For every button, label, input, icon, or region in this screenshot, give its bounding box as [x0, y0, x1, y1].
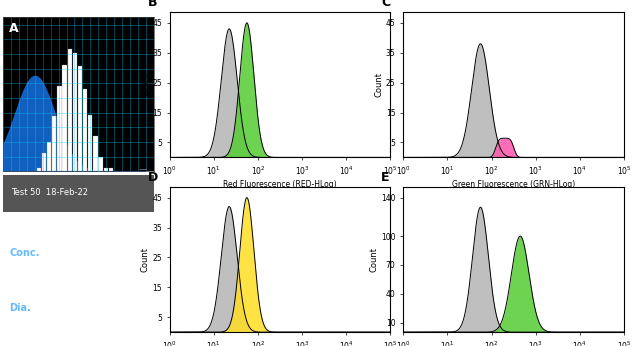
Y-axis label: Count: Count	[140, 72, 149, 97]
Bar	[83, 89, 87, 171]
Bar	[62, 65, 67, 171]
Bar	[3, 175, 154, 212]
Text: A: A	[9, 22, 19, 35]
Text: Conc.: Conc.	[9, 248, 40, 258]
Bar	[67, 49, 72, 171]
X-axis label: Green Fluorescence (GRN-HLog): Green Fluorescence (GRN-HLog)	[452, 180, 575, 189]
Y-axis label: Count: Count	[369, 247, 378, 272]
Text: C: C	[381, 0, 390, 9]
Bar	[109, 169, 113, 171]
Bar	[47, 142, 51, 171]
Text: Test 50  18-Feb-22: Test 50 18-Feb-22	[11, 188, 88, 197]
Bar	[36, 169, 41, 171]
Text: /mL: /mL	[128, 248, 142, 257]
Bar	[88, 115, 92, 171]
Bar	[93, 136, 97, 171]
Bar	[42, 153, 46, 171]
Text: Dia.: Dia.	[9, 303, 31, 313]
Text: D: D	[148, 171, 158, 184]
Bar	[99, 157, 103, 171]
Text: E: E	[381, 171, 390, 184]
Bar	[57, 86, 61, 171]
X-axis label: Dia. in μm: Dia. in μm	[60, 185, 97, 191]
Text: 7.098e4: 7.098e4	[60, 240, 136, 258]
Bar	[52, 116, 56, 171]
Bar	[73, 54, 77, 171]
Bar	[78, 66, 82, 171]
Text: B: B	[148, 0, 157, 9]
Text: μm: μm	[128, 303, 140, 312]
Text: —: —	[139, 165, 147, 174]
Y-axis label: Count: Count	[140, 247, 149, 272]
Text: 17.323: 17.323	[51, 295, 122, 313]
Bar	[104, 169, 108, 171]
Y-axis label: Count: Count	[374, 72, 383, 97]
X-axis label: Red Fluorescence (RED-HLog): Red Fluorescence (RED-HLog)	[223, 180, 337, 189]
